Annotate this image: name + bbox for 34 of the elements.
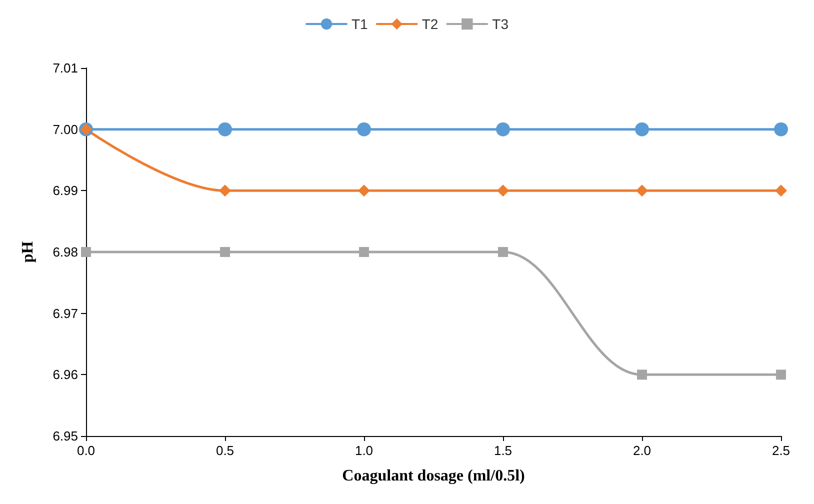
point [219,184,231,197]
x-tick-label: 0.0 [76,443,96,458]
x-tick-label: 1.5 [494,443,512,458]
legend-label: T3 [492,16,509,32]
point [637,370,647,380]
y-tick-label: 6.96 [52,367,78,382]
y-tick-label: 7.00 [52,122,78,137]
y-tick-label: 6.99 [52,183,78,198]
legend-label: T2 [422,16,438,32]
point [776,370,786,380]
y-tick-label: 7.01 [52,60,78,76]
point [635,122,649,136]
point [359,247,369,257]
point [774,122,788,136]
x-tick-label: 0.5 [216,443,234,458]
y-axis-title: pH [20,240,36,263]
point [636,184,648,197]
point [498,247,508,257]
y-tick-label: 6.97 [52,306,78,321]
point [357,122,371,136]
x-tick-label: 2.5 [772,443,790,458]
point [81,247,91,257]
x-tick-label: 1.0 [354,443,374,458]
point [358,184,370,197]
legend-label: T1 [351,16,368,32]
y-tick-label: 6.98 [52,244,78,260]
x-axis-title: Coagulant dosage (ml/0.5l) [342,468,525,484]
point [775,184,787,197]
point [218,122,232,136]
y-tick-label: 6.95 [52,428,78,444]
point [220,247,230,257]
point [496,122,510,136]
point [497,184,509,197]
x-tick-label: 2.0 [632,443,652,458]
